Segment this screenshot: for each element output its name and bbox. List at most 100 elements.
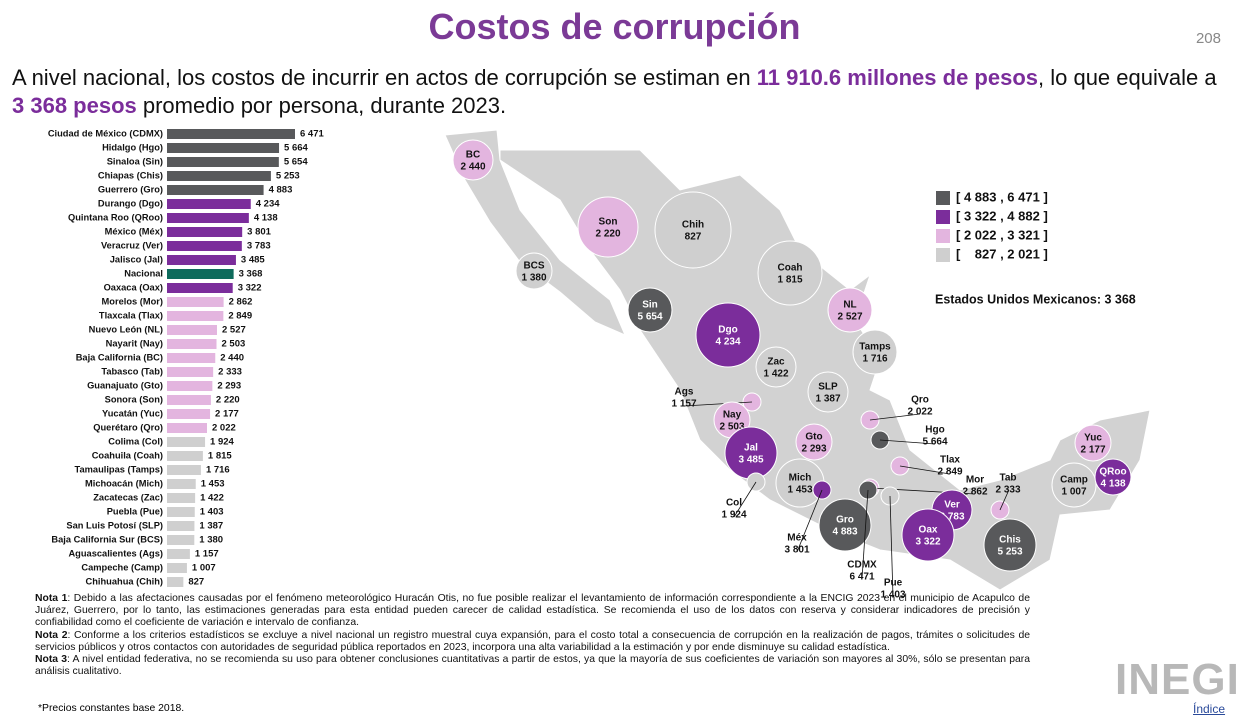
bar bbox=[167, 311, 224, 321]
bar bbox=[167, 241, 242, 251]
value-label: 5 253 bbox=[276, 171, 300, 182]
state-abbr: BC bbox=[466, 150, 480, 161]
state-shape bbox=[695, 302, 761, 368]
category-label: Nuevo León (NL) bbox=[89, 324, 163, 334]
state-value: 1 007 bbox=[1061, 487, 1086, 498]
value-label: 1 387 bbox=[199, 521, 223, 532]
category-label: Hidalgo (Hgo) bbox=[102, 142, 163, 152]
state-abbr: Sin bbox=[642, 300, 658, 311]
subtitle-text: promedio por persona, durante 2023. bbox=[136, 93, 507, 118]
bar bbox=[167, 409, 211, 419]
value-label: 3 485 bbox=[241, 255, 265, 266]
state-abbr: Chih bbox=[682, 220, 704, 231]
state-shape bbox=[452, 139, 494, 181]
value-label: 3 783 bbox=[247, 241, 271, 252]
state-abbr: Jal bbox=[744, 443, 758, 454]
bar bbox=[167, 465, 201, 475]
state-abbr: Son bbox=[599, 217, 618, 228]
note-text: : A nivel entidad federativa, no se reco… bbox=[35, 654, 1030, 678]
state-shape bbox=[852, 329, 898, 375]
state-abbr: NL bbox=[843, 300, 856, 311]
state-shape bbox=[901, 508, 955, 562]
state-value: 827 bbox=[685, 232, 702, 243]
state-value: 5 664 bbox=[922, 437, 947, 448]
state-value: 1 924 bbox=[721, 510, 746, 521]
state-value: 6 471 bbox=[849, 572, 874, 583]
state-value: 1 157 bbox=[671, 399, 696, 410]
value-label: 1 716 bbox=[206, 465, 230, 476]
state-abbr: Col bbox=[726, 498, 742, 509]
value-label: 1 007 bbox=[192, 563, 216, 574]
legend-swatch bbox=[936, 248, 950, 262]
state-abbr: Chis bbox=[999, 535, 1021, 546]
bar bbox=[167, 269, 234, 279]
category-label: Puebla (Pue) bbox=[107, 506, 163, 516]
index-link[interactable]: Índice bbox=[1193, 702, 1226, 716]
value-label: 2 503 bbox=[222, 339, 246, 350]
category-label: Michoacán (Mich) bbox=[85, 478, 163, 488]
category-label: Zacatecas (Zac) bbox=[93, 492, 163, 502]
state-abbr: Pue bbox=[884, 578, 903, 589]
state-value: 1 422 bbox=[763, 369, 788, 380]
value-label: 2 177 bbox=[215, 409, 239, 420]
value-label: 2 022 bbox=[212, 423, 236, 434]
subtitle-highlight: 3 368 pesos bbox=[12, 93, 137, 118]
category-label: Guanajuato (Gto) bbox=[87, 380, 163, 390]
note-label: Nota 1 bbox=[35, 593, 68, 604]
note-label: Nota 2 bbox=[35, 629, 68, 641]
leader-line bbox=[869, 413, 921, 421]
bar bbox=[167, 437, 206, 447]
state-value: 1 815 bbox=[777, 275, 802, 286]
state-abbr: Ags bbox=[675, 387, 694, 398]
legend-swatch bbox=[936, 210, 950, 224]
leader-line bbox=[733, 481, 757, 518]
legend-swatch bbox=[936, 229, 950, 243]
value-label: 6 471 bbox=[300, 129, 324, 140]
state-abbr: Gto bbox=[805, 432, 822, 443]
state-shape bbox=[827, 287, 873, 333]
state-shape bbox=[577, 196, 639, 258]
bar bbox=[167, 549, 190, 559]
category-label: San Luis Potosí (SLP) bbox=[66, 520, 163, 530]
value-label: 1 924 bbox=[210, 437, 234, 448]
value-label: 2 527 bbox=[222, 325, 246, 336]
state-shape bbox=[795, 423, 833, 461]
legend-label: [ 3 322 , 4 882 ] bbox=[956, 208, 1048, 223]
state-abbr: Zac bbox=[767, 357, 785, 368]
value-label: 1 815 bbox=[208, 451, 232, 462]
bar bbox=[167, 507, 195, 517]
state-value: 4 234 bbox=[715, 337, 740, 348]
state-abbr: QRoo bbox=[1099, 467, 1126, 478]
state-value: 1 387 bbox=[815, 394, 840, 405]
state-shape bbox=[627, 287, 673, 333]
bar bbox=[167, 521, 195, 531]
value-label: 1 157 bbox=[195, 549, 219, 560]
state-abbr: Tab bbox=[999, 473, 1016, 484]
note: Nota 2: Conforme a los criterios estadís… bbox=[35, 630, 1030, 654]
subtitle-text: A nivel nacional, los costos de incurrir… bbox=[12, 65, 757, 90]
bar bbox=[167, 353, 216, 363]
state-shape bbox=[807, 371, 849, 413]
state-value: 3 783 bbox=[939, 512, 964, 523]
state-value: 2 293 bbox=[801, 444, 826, 455]
category-label: Baja California Sur (BCS) bbox=[51, 534, 163, 544]
state-value: 3 801 bbox=[784, 545, 809, 556]
bar bbox=[167, 381, 213, 391]
subtitle: A nivel nacional, los costos de incurrir… bbox=[12, 64, 1232, 120]
bar bbox=[167, 297, 224, 307]
category-label: Chiapas (Chis) bbox=[98, 170, 163, 180]
value-label: 2 440 bbox=[220, 353, 244, 364]
state-value: 2 022 bbox=[907, 407, 932, 418]
footnote: *Precios constantes base 2018. bbox=[38, 703, 185, 714]
state-shape bbox=[818, 498, 872, 552]
value-label: 3 368 bbox=[239, 269, 263, 280]
category-label: México (Méx) bbox=[105, 226, 163, 236]
bar bbox=[167, 577, 184, 587]
subtitle-highlight: 11 910.6 millones de pesos bbox=[756, 65, 1038, 90]
bar bbox=[167, 185, 264, 195]
state-abbr: Gro bbox=[836, 515, 854, 526]
bar bbox=[167, 199, 251, 209]
state-value: 1 716 bbox=[862, 354, 887, 365]
value-label: 2 293 bbox=[217, 381, 241, 392]
subtitle-text: , lo que equivale a bbox=[1038, 65, 1217, 90]
